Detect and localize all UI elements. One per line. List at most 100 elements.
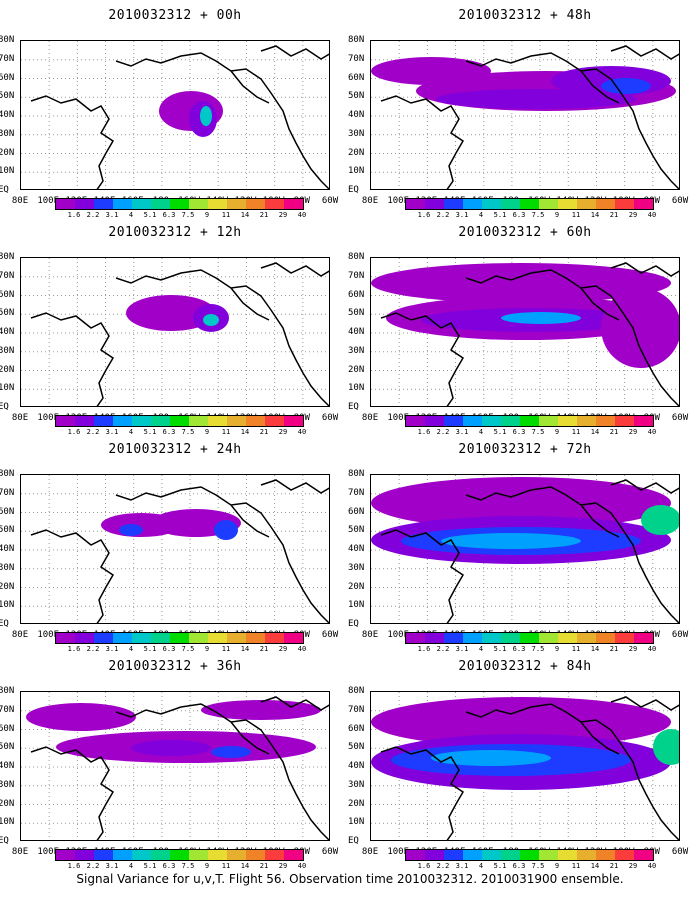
latitude-tick-label: 40N [0,544,15,554]
variance-contour [371,697,671,747]
colorbar-tick-label: 1.6 [67,862,81,870]
longitude-tick-label: 60W [321,413,339,423]
colorbar-swatch [615,633,634,643]
colorbar-tick-label: 14 [240,428,250,436]
colorbar-swatch [284,633,303,643]
longitude-tick-label: 80E [11,630,29,640]
colorbar-swatch [170,850,189,860]
colorbar [55,415,304,427]
colorbar-swatch [227,199,246,209]
colorbar-swatch [425,416,444,426]
latitude-tick-label: 40N [348,327,365,337]
latitude-tick-label: 50N [0,525,15,536]
coastline [30,479,329,623]
colorbar-swatch [444,199,463,209]
colorbar-tick-label: 3.1 [105,211,119,219]
latitude-tick-label: 20N [0,798,15,809]
colorbar-tick-label: 40 [297,211,307,219]
longitude-tick-label: 80E [361,196,379,206]
variance-contour [441,533,581,549]
variance-map [21,258,329,406]
latitude-tick-label: 80N [0,35,15,45]
colorbar-tick-label: 21 [609,645,619,653]
colorbar-swatch [539,199,558,209]
colorbar-swatch [596,633,615,643]
variance-contour [211,746,251,758]
colorbar-tick-label: 21 [259,862,269,870]
colorbar-tick-label: 9 [204,645,210,653]
colorbar-swatch [132,850,151,860]
colorbar-swatch [189,199,208,209]
coastline [30,45,329,189]
colorbar-swatch [596,416,615,426]
map-panel: 2010032312 + 84h 80N 70N 60N 50N 40N 30N 20N 10N… [348,651,700,876]
colorbar-swatch [463,416,482,426]
colorbar-swatch [501,199,520,209]
colorbar-swatch [596,850,615,860]
latitude-tick-label: 30N [0,345,15,356]
colorbar-swatch [558,633,577,643]
latitude-tick-label: EQ [348,836,359,846]
colorbar-tick-label: 5.1 [493,428,507,436]
colorbar-tick-label: 29 [628,428,638,436]
colorbar [55,198,304,210]
variance-map [21,692,329,840]
variance-contour [641,505,679,535]
latitude-tick-label: EQ [0,402,9,412]
latitude-tick-label: 60N [0,72,15,83]
colorbar-tick-label: 9 [554,645,560,653]
map-panel: 2010032312 + 00h 80N 70N 60N 50N 40N 30N 20N 10N… [0,0,350,225]
latitude-tick-label: 10N [0,383,15,394]
latitude-tick-label: 30N [348,562,365,573]
colorbar-swatch [246,850,265,860]
latitude-tick-label: 40N [348,544,365,554]
colorbar-tick-label: 2.2 [436,862,450,870]
colorbar-tick-label: 2.2 [436,428,450,436]
latitude-tick-label: 10N [0,817,15,828]
latitude-tick-label: 50N [0,308,15,319]
latitude-tick-label: 80N [0,469,15,479]
colorbar-swatch [520,416,539,426]
variance-contour [601,78,651,94]
variance-map [371,41,679,189]
colorbar-swatch [227,633,246,643]
panel-title: 2010032312 + 24h [108,442,242,457]
colorbar-swatch [463,199,482,209]
variance-contour [501,312,581,324]
colorbar-tick-label: 1.6 [67,428,81,436]
latitude-tick-label: 20N [0,364,15,375]
colorbar-tick-label: 2.2 [86,428,100,436]
colorbar-swatch [246,633,265,643]
colorbar-swatch [208,633,227,643]
latitude-tick-label: 30N [0,128,15,139]
longitude-tick-label: 100E [37,847,60,857]
colorbar-tick-label: 9 [554,428,560,436]
colorbar-tick-label: 9 [204,428,210,436]
colorbar-swatch [265,199,284,209]
colorbar-tick-label: 14 [240,645,250,653]
colorbar-tick-label: 7.5 [531,428,545,436]
colorbar-swatch [94,633,113,643]
latitude-tick-label: 80N [0,686,15,696]
colorbar-tick-label: 29 [628,211,638,219]
colorbar-tick-label: 7.5 [531,211,545,219]
colorbar-swatch [558,416,577,426]
colorbar [55,632,304,644]
colorbar-tick-label: 14 [590,428,600,436]
latitude-tick-label: 10N [348,166,365,177]
colorbar-swatch [539,633,558,643]
colorbar [55,849,304,861]
latitude-tick-label: 40N [0,327,15,337]
latitude-tick-label: 50N [0,91,15,102]
coastline [30,696,329,840]
latitude-tick-label: 20N [348,364,365,375]
latitude-tick-label: 60N [348,723,365,734]
colorbar-tick-label: 11 [221,645,231,653]
colorbar-tick-label: 29 [278,645,288,653]
colorbar-swatch [444,850,463,860]
colorbar-tick-label: 9 [204,862,210,870]
colorbar-tick-label: 5.1 [493,862,507,870]
colorbar-tick-label: 9 [554,211,560,219]
colorbar-swatch [189,850,208,860]
colorbar-tick-label: 6.3 [512,428,526,436]
